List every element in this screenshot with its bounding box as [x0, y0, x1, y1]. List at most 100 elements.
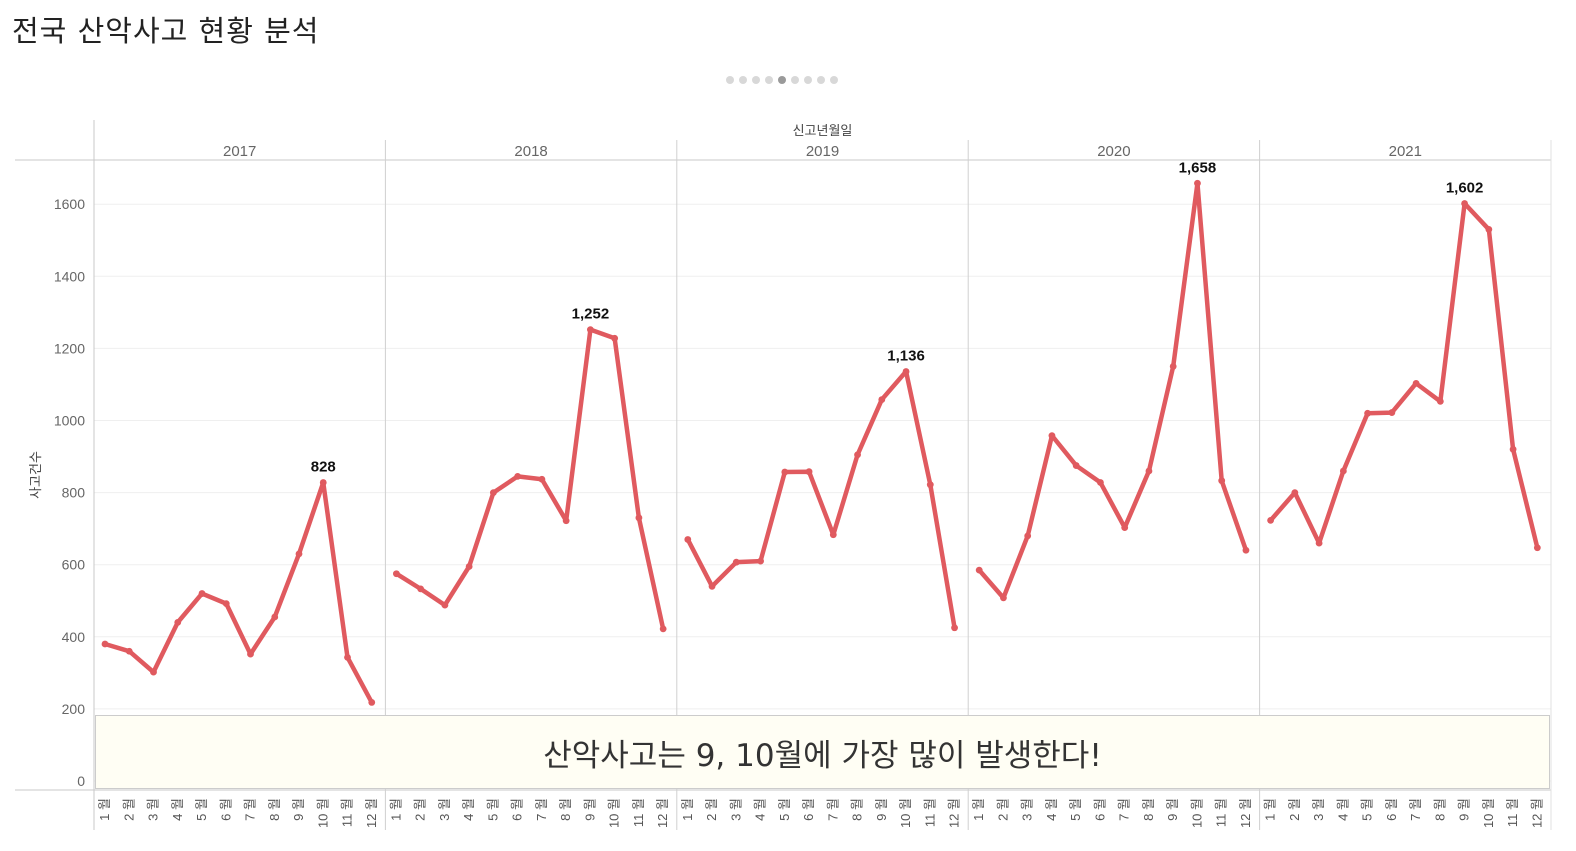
data-point [829, 531, 837, 539]
data-point [1072, 462, 1080, 469]
data-point [1048, 432, 1056, 440]
data-point [1267, 516, 1274, 524]
month-tick-label: 11 월 [340, 798, 355, 827]
data-label: 1,136 [887, 347, 925, 364]
year-header: 2018 [514, 143, 547, 160]
month-tick-label: 2 월 [995, 798, 1010, 821]
data-point [562, 517, 570, 525]
data-point [1218, 477, 1226, 485]
month-tick-label: 6 월 [218, 798, 233, 821]
pager-dot-9[interactable] [830, 76, 838, 84]
month-tick-label: 8 월 [267, 798, 282, 821]
month-tick-label: 7 월 [243, 798, 258, 821]
data-point [587, 326, 594, 334]
year-header: 2021 [1389, 143, 1422, 160]
data-point [538, 475, 546, 483]
month-tick-label: 3 월 [1311, 798, 1326, 821]
data-point [975, 566, 983, 574]
month-tick-label: 1 월 [388, 798, 403, 821]
month-tick-label: 2 월 [704, 798, 719, 821]
pager-dot-7[interactable] [804, 76, 812, 84]
month-tick-label: 11 월 [1214, 798, 1229, 827]
pager-dot-5[interactable] [778, 76, 786, 84]
pager-dot-2[interactable] [739, 76, 747, 84]
month-tick-label: 6 월 [510, 798, 525, 821]
year-header: 2017 [223, 143, 256, 160]
series-line [1268, 201, 1540, 551]
data-point [417, 585, 425, 593]
pager-dot-6[interactable] [791, 76, 799, 84]
month-tick-label: 4 월 [1335, 798, 1350, 821]
month-tick-label: 9 월 [1457, 798, 1472, 821]
page-title: 전국 산악사고 현황 분석 [12, 14, 320, 48]
pager-dot-4[interactable] [765, 76, 773, 84]
month-tick-label: 2 월 [413, 798, 428, 821]
pager-dot-3[interactable] [752, 76, 760, 84]
data-point [101, 640, 109, 648]
month-tick-label: 8 월 [558, 798, 573, 821]
data-point [441, 601, 449, 609]
data-point [247, 650, 254, 658]
data-point [926, 481, 934, 489]
year-header: 2019 [806, 143, 839, 160]
y-tick-label: 0 [77, 773, 85, 789]
data-point [902, 368, 910, 375]
data-point [1509, 445, 1517, 453]
month-tick-label: 10 월 [1189, 798, 1204, 828]
month-tick-label: 5 월 [1360, 798, 1375, 821]
data-point [490, 489, 497, 496]
month-tick-label: 1 월 [680, 798, 695, 821]
data-point [1024, 532, 1032, 540]
month-tick-label: 6 월 [1092, 798, 1107, 821]
month-tick-label: 10 월 [315, 798, 330, 828]
data-label: 1,252 [572, 306, 610, 323]
month-tick-label: 8 월 [850, 798, 865, 821]
month-tick-label: 9 월 [1165, 798, 1180, 821]
data-point [393, 570, 400, 578]
pager-dot-8[interactable] [817, 76, 825, 84]
data-point [1000, 594, 1007, 602]
data-point [659, 625, 667, 633]
story-pager[interactable] [726, 76, 838, 84]
data-point [465, 563, 473, 570]
month-tick-label: 4 월 [170, 798, 185, 821]
month-tick-label: 10 월 [1481, 798, 1496, 828]
data-point [878, 396, 886, 403]
month-tick-label: 9 월 [582, 798, 597, 821]
data-label: 828 [311, 459, 336, 476]
month-tick-label: 5 월 [1068, 798, 1083, 821]
month-tick-label: 3 월 [146, 798, 161, 821]
month-tick-label: 3 월 [1020, 798, 1035, 821]
month-tick-label: 2 월 [1287, 798, 1302, 821]
data-point [757, 557, 764, 565]
y-tick-label: 1400 [54, 268, 85, 284]
y-tick-label: 1000 [54, 413, 85, 429]
data-point [1169, 363, 1177, 370]
y-tick-label: 200 [62, 701, 86, 717]
data-point [854, 451, 861, 459]
data-point [150, 668, 157, 676]
pager-dot-1[interactable] [726, 76, 734, 84]
data-point [781, 468, 789, 476]
month-tick-label: 3 월 [728, 798, 743, 821]
data-point [951, 624, 958, 632]
data-point [1461, 200, 1468, 207]
y-tick-label: 600 [62, 557, 86, 573]
month-tick-label: 1 월 [971, 798, 986, 821]
data-point [635, 514, 643, 522]
data-point [1194, 179, 1201, 187]
month-tick-label: 3 월 [437, 798, 452, 821]
month-tick-label: 9 월 [291, 798, 306, 821]
data-point [174, 618, 182, 626]
data-point [805, 468, 813, 476]
data-point [732, 558, 740, 566]
month-tick-label: 6 월 [1384, 798, 1399, 821]
month-tick-label: 2 월 [121, 798, 136, 821]
month-tick-label: 4 월 [461, 798, 476, 821]
data-point [1339, 467, 1347, 475]
data-label: 1,602 [1446, 179, 1484, 196]
month-tick-label: 8 월 [1141, 798, 1156, 821]
month-tick-label: 12 월 [1238, 798, 1253, 828]
month-tick-label: 4 월 [753, 798, 768, 821]
